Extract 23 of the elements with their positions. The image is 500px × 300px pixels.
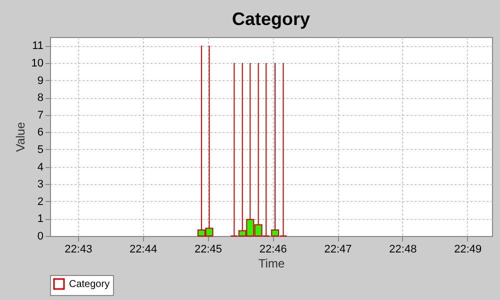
legend-label: Category xyxy=(69,279,110,290)
x-tick-label: 22:44 xyxy=(130,244,158,256)
y-tick-label: 7 xyxy=(37,109,44,122)
x-tick-label: 22:45 xyxy=(194,244,222,256)
y-tick-label: 1 xyxy=(37,213,44,226)
x-tick-label: 22:49 xyxy=(454,244,482,256)
y-tick-label: 9 xyxy=(37,74,44,87)
y-tick-label: 2 xyxy=(37,196,44,208)
x-tick-label: 22:47 xyxy=(324,244,352,256)
y-tick-label: 10 xyxy=(31,57,44,70)
x-tick-label: 22:48 xyxy=(389,244,417,256)
y-axis-title: Value xyxy=(13,122,28,152)
y-tick-label: 8 xyxy=(37,92,44,104)
y-tick-label: 4 xyxy=(37,161,44,174)
x-axis-title: Time xyxy=(258,256,285,270)
x-tick-label: 22:43 xyxy=(64,244,92,256)
y-tick-label: 0 xyxy=(37,230,44,242)
y-tick-label: 6 xyxy=(37,126,44,139)
y-tick-label: 11 xyxy=(32,40,44,52)
y-tick-label: 5 xyxy=(37,144,44,156)
x-tick-label: 22:46 xyxy=(259,244,287,256)
y-tick-label: 3 xyxy=(37,178,44,191)
chart-title: Category xyxy=(232,9,310,29)
